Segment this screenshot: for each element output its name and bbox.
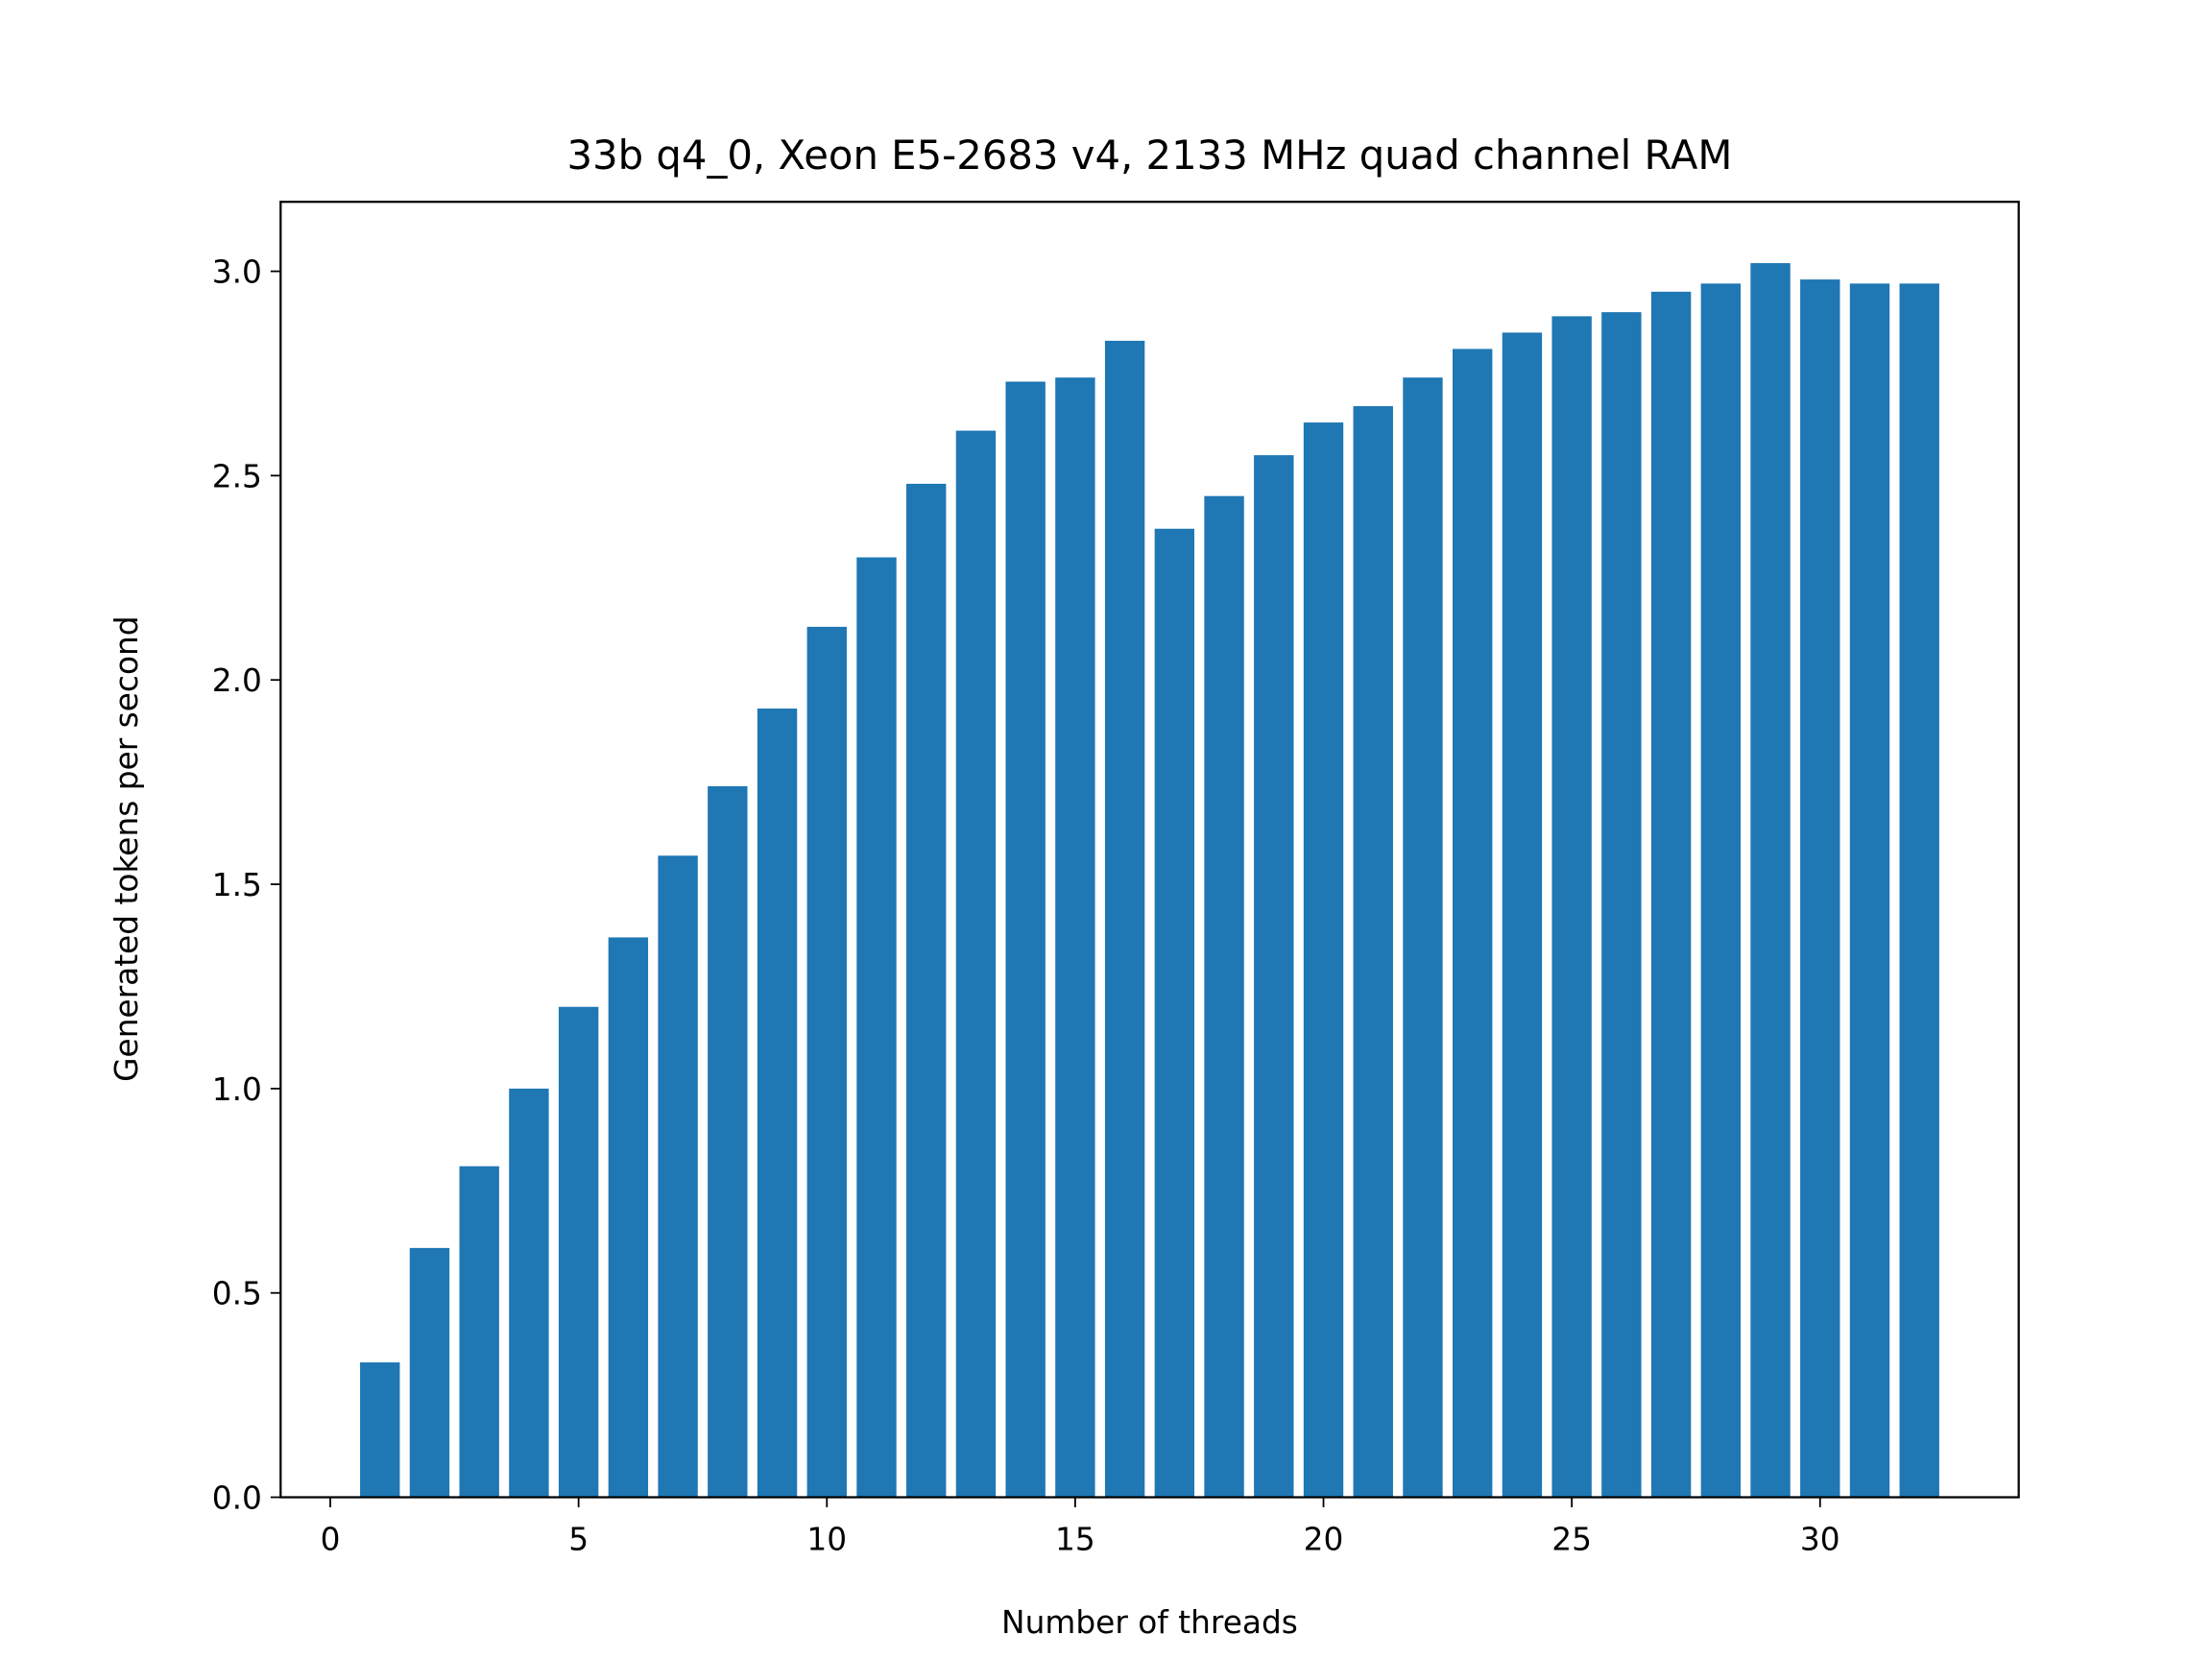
bar-27 [1650, 291, 1692, 1498]
x-axis-ticks: 0 5 10 15 20 25 30 [321, 1497, 1840, 1558]
bar-3 [459, 1166, 499, 1498]
bar-11 [856, 557, 897, 1498]
y-tick-label: 1.0 [212, 1071, 262, 1108]
bar-17 [1154, 528, 1195, 1498]
chart-title: 33b q4_0, Xeon E5-2683 v4, 2133 MHz quad… [567, 132, 1733, 179]
bar-29 [1750, 263, 1791, 1498]
bar-24 [1502, 332, 1543, 1498]
y-tick-label: 1.5 [212, 867, 262, 903]
y-tick-label: 2.0 [212, 662, 262, 699]
bar-4 [509, 1088, 549, 1498]
bar-31 [1849, 283, 1890, 1498]
y-axis-label: Generated tokens per second [108, 615, 145, 1081]
bar-22 [1403, 377, 1443, 1498]
bar-2 [409, 1247, 450, 1498]
bar-12 [906, 483, 947, 1498]
x-tick-label: 0 [321, 1522, 341, 1558]
bar-9 [757, 709, 798, 1498]
x-tick-label: 20 [1304, 1522, 1344, 1558]
bar-6 [608, 937, 649, 1498]
bar-8 [708, 785, 748, 1498]
x-tick-label: 15 [1055, 1522, 1095, 1558]
y-tick-label: 0.5 [212, 1276, 262, 1312]
y-axis-ticks: 0.0 0.5 1.0 1.5 2.0 2.5 3.0 [212, 254, 281, 1516]
bar-10 [806, 626, 847, 1498]
bar-15 [1055, 377, 1095, 1498]
bar-1 [360, 1362, 400, 1498]
bar-5 [558, 1006, 599, 1498]
x-axis-label: Number of threads [1001, 1604, 1298, 1641]
bar-23 [1453, 349, 1493, 1498]
bar-28 [1700, 283, 1742, 1498]
bar-16 [1104, 340, 1145, 1498]
y-tick-label: 2.5 [212, 458, 262, 494]
y-tick-label: 3.0 [212, 254, 262, 291]
bar-18 [1204, 495, 1244, 1498]
bar-19 [1254, 455, 1294, 1498]
x-tick-label: 5 [568, 1522, 589, 1558]
bar-32 [1899, 283, 1939, 1498]
bar-25 [1551, 316, 1592, 1498]
bar-26 [1601, 312, 1642, 1498]
bars [360, 263, 1939, 1498]
x-tick-label: 25 [1551, 1522, 1592, 1558]
bar-30 [1800, 279, 1840, 1498]
bar-21 [1353, 406, 1393, 1498]
x-tick-label: 10 [806, 1522, 847, 1558]
bar-13 [955, 430, 997, 1498]
bar-14 [1005, 381, 1046, 1498]
bar-20 [1303, 422, 1344, 1498]
x-tick-label: 30 [1800, 1522, 1840, 1558]
axes-frame [279, 201, 2020, 1499]
bar-7 [658, 855, 698, 1498]
y-tick-label: 0.0 [212, 1479, 262, 1516]
